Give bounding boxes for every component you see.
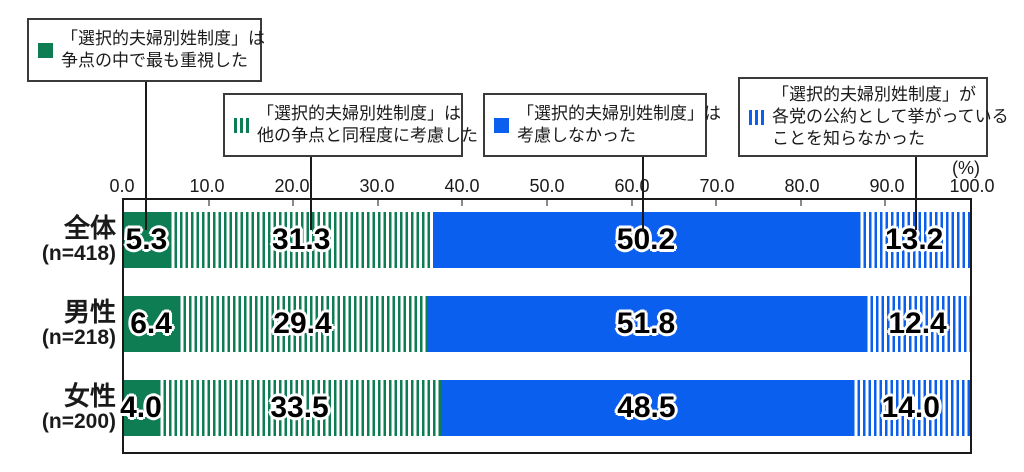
legend-line: 他の争点と同程度に考慮した (257, 126, 478, 145)
x-tick-label: 80.0 (784, 176, 820, 196)
bar-segment-solid-green: 6.4 (124, 296, 179, 352)
legend-box-most-important: 「選択的夫婦別姓制度」は 争点の中で最も重視した (27, 18, 265, 82)
bar-segment-striped-green: 33.5 (157, 380, 442, 436)
callout-line-considered-equally (310, 157, 312, 230)
legend-line: 各党の公約として挙がっている (772, 107, 1009, 126)
legend-line: 「選択的夫婦別姓制度」が (772, 85, 976, 104)
bar-value-label: 48.5 (617, 391, 676, 424)
legend-text: 「選択的夫婦別姓制度」が 各党の公約として挙がっている ことを知らなかった (772, 84, 1009, 150)
bar-value-label: 13.2 (884, 223, 944, 256)
category-sample-size: (n=200) (41, 410, 116, 433)
bar-segment-striped-blue: 13.2 (858, 212, 970, 268)
x-axis-tick-labels: 0.0 10.0 20.0 30.0 40.0 50.0 60.0 70.0 80.0 90.0 1… (109, 176, 994, 196)
x-tick-mark (715, 200, 718, 206)
legend-box-did-not-know: 「選択的夫婦別姓制度」が 各党の公約として挙がっている ことを知らなかった (738, 77, 1009, 157)
x-tick-label: 60.0 (614, 176, 650, 196)
x-tick-label: 20.0 (274, 176, 310, 196)
x-tick-label: 90.0 (869, 176, 905, 196)
legend-line: 「選択的夫婦別姓制度」は (61, 29, 265, 48)
callout-line-did-not-know (915, 157, 917, 230)
bar-segment-striped-green: 31.3 (168, 212, 434, 268)
solid-blue-swatch-icon (494, 117, 509, 133)
x-tick-mark (884, 200, 887, 206)
striped-green-swatch-icon (234, 117, 249, 133)
row-label-2: 女性 (n=200) (0, 381, 116, 434)
x-tick-mark (799, 200, 802, 206)
bar-value-label: 51.8 (616, 307, 676, 340)
bar-segment-solid-green: 5.3 (124, 212, 169, 268)
bar-value-label: 29.4 (273, 307, 332, 340)
x-tick-label: 50.0 (529, 176, 565, 196)
category-name: 女性 (63, 381, 116, 411)
legend-text: 「選択的夫婦別姓制度」は 争点の中で最も重視した (61, 28, 265, 72)
callout-line-most-important (145, 82, 147, 230)
x-tick-label: 40.0 (444, 176, 480, 196)
callout-line-not-considered (642, 157, 644, 230)
bar-segment-solid-blue: 48.5 (441, 380, 852, 436)
bar-row-1: 6.4 29.4 51.8 12.4 (124, 296, 970, 352)
legend-line: 争点の中で最も重視した (61, 51, 248, 70)
x-tick-label: 100.0 (949, 176, 995, 196)
x-tick-label: 10.0 (189, 176, 225, 196)
legend-line: 「選択的夫婦別姓制度」は (517, 104, 721, 123)
x-tick-mark (376, 200, 379, 206)
striped-blue-swatch-icon (749, 109, 764, 125)
category-name: 全体 (63, 213, 116, 243)
legend-line: ことを知らなかった (772, 129, 925, 148)
bar-row-0: 5.3 31.3 50.2 13.2 (124, 212, 970, 268)
category-sample-size: (n=218) (41, 326, 116, 349)
x-tick-label: 70.0 (699, 176, 735, 196)
x-tick-mark (292, 200, 295, 206)
bar-segment-striped-blue: 14.0 (851, 380, 970, 436)
x-tick-mark (207, 200, 210, 206)
legend-text: 「選択的夫婦別姓制度」は 考慮しなかった (517, 103, 721, 147)
legend-box-not-considered: 「選択的夫婦別姓制度」は 考慮しなかった (483, 93, 721, 157)
bar-segment-solid-blue: 51.8 (426, 296, 866, 352)
legend-box-considered-equally: 「選択的夫婦別姓制度」は 他の争点と同程度に考慮した (223, 93, 478, 157)
category-sample-size: (n=418) (41, 242, 116, 265)
bar-value-label: 14.0 (881, 391, 940, 424)
solid-green-swatch-icon (38, 42, 53, 58)
axis-unit-label: (%) (952, 158, 980, 178)
legend-line: 「選択的夫婦別姓制度」は (257, 104, 461, 123)
bar-value-label: 33.5 (270, 391, 329, 424)
bar-segment-striped-blue: 12.4 (865, 296, 970, 352)
bar-row-2: 4.0 33.5 48.5 14.0 (120, 380, 970, 436)
bar-value-label: 50.2 (616, 223, 676, 256)
x-tick-label: 30.0 (359, 176, 395, 196)
row-label-1: 男性 (n=218) (0, 297, 116, 350)
bar-segment-striped-green: 29.4 (178, 296, 427, 352)
x-tick-mark (546, 200, 548, 206)
bar-segment-solid-green: 4.0 (120, 380, 162, 436)
bar-value-label: 4.0 (120, 391, 162, 424)
x-tick-mark (630, 200, 633, 206)
bar-value-label: 6.4 (130, 307, 172, 340)
bar-segment-solid-blue: 50.2 (433, 212, 859, 268)
legend-line: 考慮しなかった (517, 126, 636, 145)
x-tick-mark (461, 200, 464, 206)
bar-value-label: 12.4 (888, 307, 947, 340)
category-name: 男性 (63, 297, 116, 327)
plot-area: 5.3 31.3 50.2 13.2 6.4 29.4 51.8 12.4 4.0 33.5 48.… (120, 198, 972, 454)
x-tick-label: 0.0 (109, 176, 135, 196)
row-label-0: 全体 (n=418) (0, 213, 116, 266)
legend-text: 「選択的夫婦別姓制度」は 他の争点と同程度に考慮した (257, 103, 478, 147)
bar-value-label: 31.3 (272, 223, 331, 256)
